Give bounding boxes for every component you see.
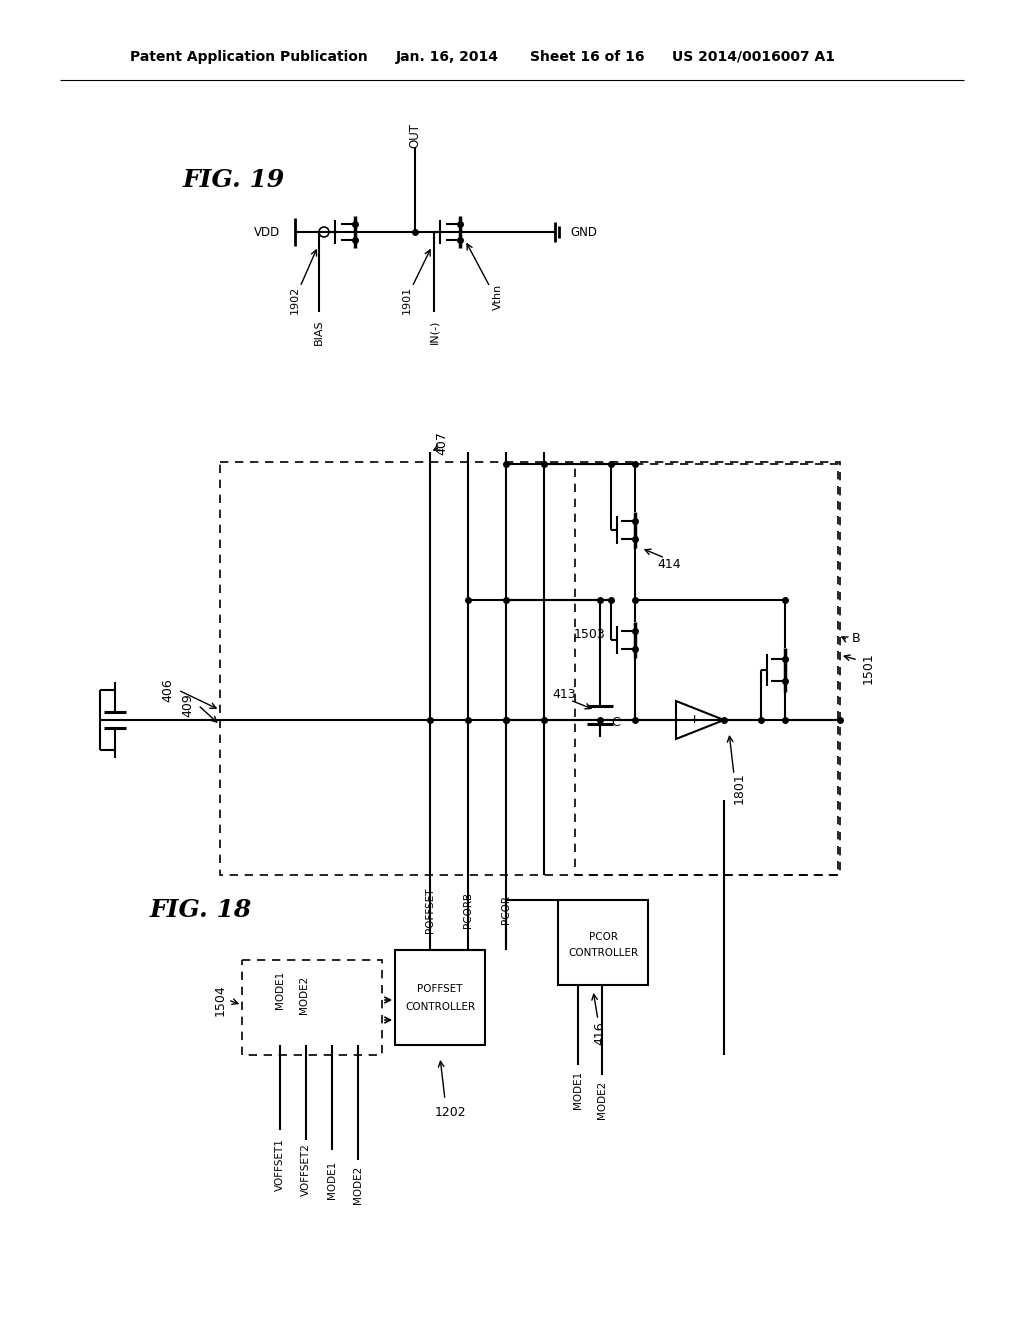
Text: 1902: 1902	[290, 286, 300, 314]
Text: PCOR: PCOR	[589, 932, 617, 941]
Text: OUT: OUT	[409, 124, 422, 149]
Text: 409: 409	[181, 693, 195, 717]
Text: US 2014/0016007 A1: US 2014/0016007 A1	[672, 50, 835, 63]
Bar	[220, 462, 840, 875]
Bar	[558, 900, 648, 985]
Text: PCOR: PCOR	[501, 895, 511, 924]
Text: MODE1: MODE1	[275, 972, 285, 1008]
Text: VDD: VDD	[254, 226, 280, 239]
Text: PCORB: PCORB	[463, 892, 473, 928]
Text: FIG. 18: FIG. 18	[150, 898, 252, 921]
Text: MODE2: MODE2	[597, 1081, 607, 1119]
Text: POFFSET: POFFSET	[417, 985, 463, 994]
Bar	[395, 950, 485, 1045]
Text: VOFFSET1: VOFFSET1	[275, 1139, 285, 1192]
Text: 1504: 1504	[213, 985, 226, 1016]
Text: POFFSET: POFFSET	[425, 887, 435, 933]
Text: MODE2: MODE2	[353, 1166, 362, 1204]
Text: GND: GND	[570, 226, 597, 239]
Text: 1901: 1901	[402, 286, 412, 314]
Text: 416: 416	[594, 1022, 606, 1045]
Text: 1801: 1801	[732, 772, 745, 804]
Text: 1501: 1501	[862, 652, 874, 684]
Text: VOFFSET2: VOFFSET2	[301, 1143, 311, 1196]
Text: 406: 406	[162, 678, 174, 702]
Text: B: B	[852, 631, 860, 644]
Text: FIG. 19: FIG. 19	[183, 168, 286, 191]
Text: 1202: 1202	[434, 1106, 466, 1119]
Text: Jan. 16, 2014: Jan. 16, 2014	[396, 50, 499, 63]
Text: Patent Application Publication: Patent Application Publication	[130, 50, 368, 63]
Bar	[242, 960, 382, 1055]
Text: 1503: 1503	[574, 628, 606, 642]
Text: 414: 414	[657, 558, 681, 572]
Text: I: I	[693, 715, 696, 725]
Text: MODE1: MODE1	[327, 1160, 337, 1199]
Text: Sheet 16 of 16: Sheet 16 of 16	[530, 50, 644, 63]
Text: 407: 407	[435, 432, 449, 455]
Text: CONTROLLER: CONTROLLER	[568, 948, 638, 957]
Text: BIAS: BIAS	[314, 319, 324, 345]
Text: MODE1: MODE1	[573, 1071, 583, 1109]
Text: CONTROLLER: CONTROLLER	[404, 1002, 475, 1012]
Text: IN(-): IN(-)	[429, 319, 439, 345]
Text: Vthn: Vthn	[493, 284, 503, 310]
Bar	[575, 465, 838, 875]
Text: MODE2: MODE2	[299, 975, 309, 1014]
Text: 413: 413	[552, 689, 575, 701]
Text: C: C	[611, 717, 621, 730]
